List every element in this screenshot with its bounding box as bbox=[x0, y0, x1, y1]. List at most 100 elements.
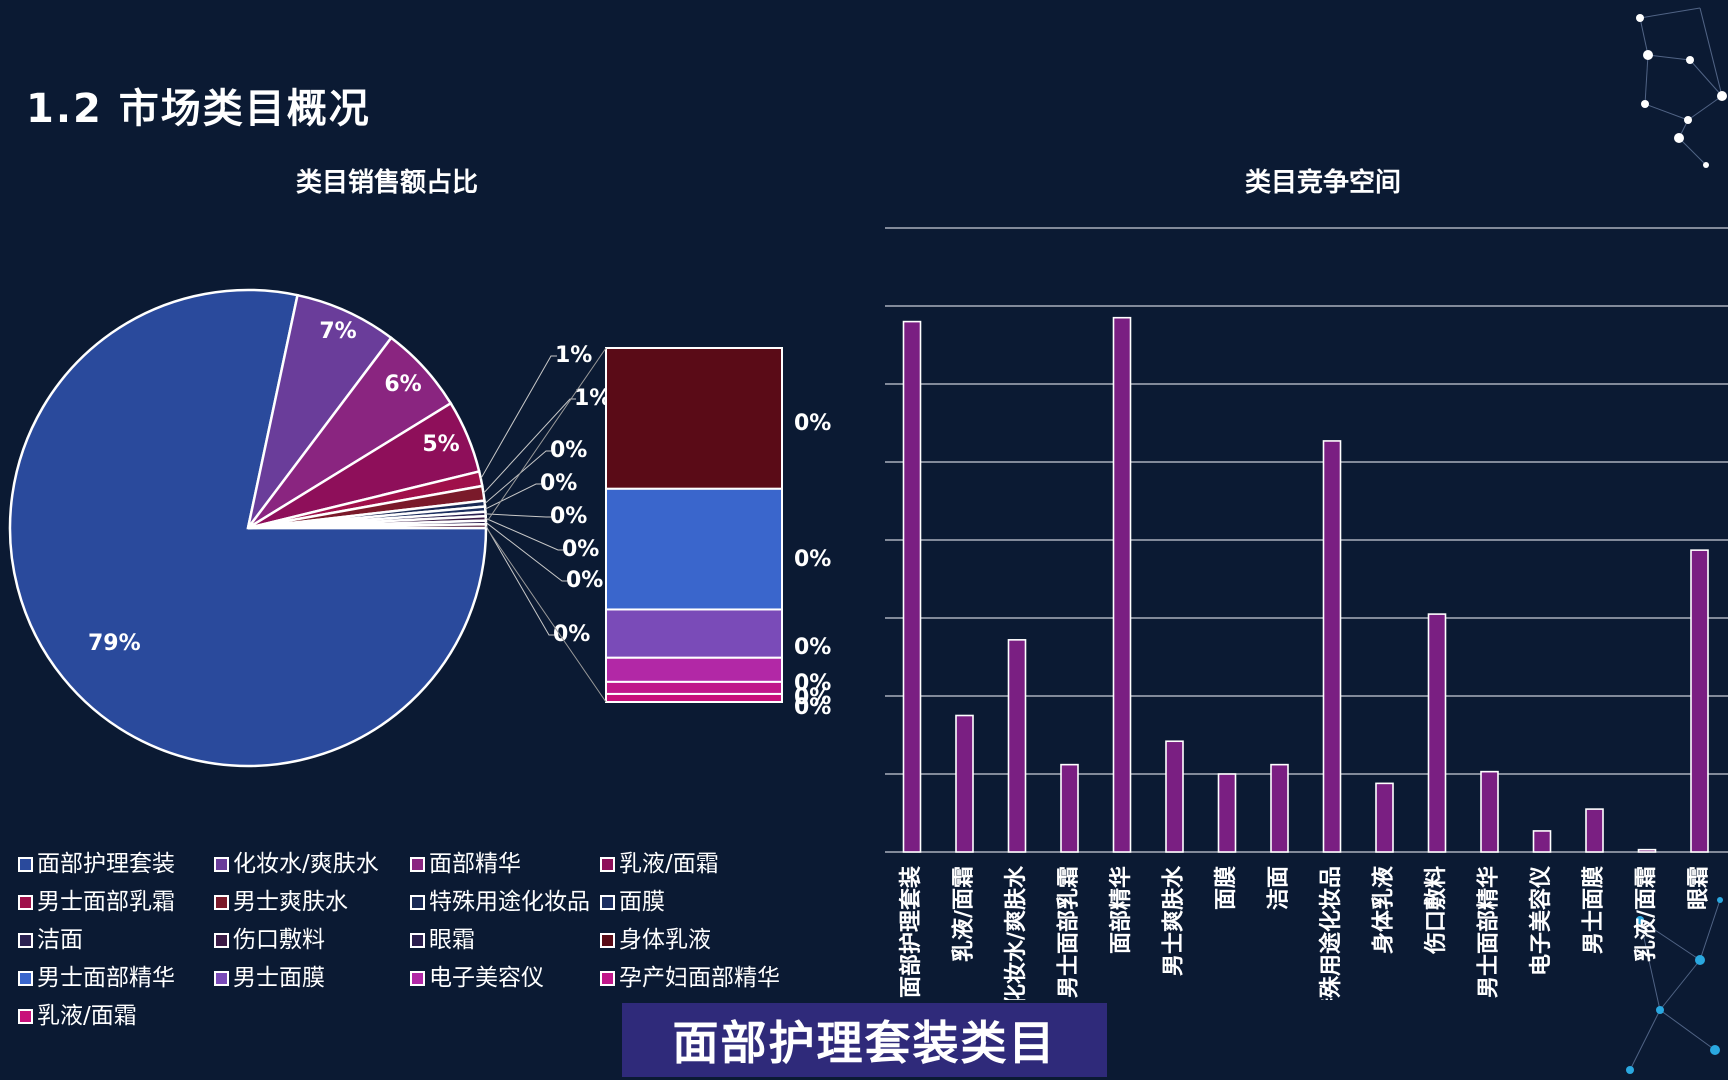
legend-entry: 电子美容仪 bbox=[410, 964, 600, 992]
legend-entry: 男士爽肤水 bbox=[214, 888, 410, 916]
pie-data-label: 0% bbox=[550, 504, 587, 529]
x-tick-label: 面膜 bbox=[1214, 866, 1239, 910]
legend-swatch bbox=[18, 932, 33, 948]
legend-entry: 化妆水/爽肤水 bbox=[214, 850, 410, 878]
legend-label: 男士面部精华 bbox=[37, 965, 175, 991]
stack-segment bbox=[605, 608, 783, 659]
pie-data-label: 79% bbox=[88, 631, 141, 656]
legend-entry: 眼霜 bbox=[410, 926, 600, 954]
bar-chart: 面部护理套装 乳液/面霜 化妆水/爽肤水 男士面部乳霜 面部精华 男士爽肤水 面膜 洁面 特殊用… bbox=[885, 227, 1728, 1000]
legend-swatch bbox=[214, 856, 229, 872]
legend-entry: 男士面膜 bbox=[214, 964, 410, 992]
legend-label: 男士面膜 bbox=[233, 965, 325, 991]
legend-label: 伤口敷料 bbox=[233, 927, 325, 953]
leader-line bbox=[485, 513, 552, 518]
x-tick-label: 乳液/面霜 bbox=[951, 866, 977, 962]
pie-data-label: 5% bbox=[422, 432, 459, 457]
pie-slice bbox=[246, 293, 393, 529]
stack-data-label: 0% bbox=[794, 671, 831, 696]
bar bbox=[1427, 613, 1447, 853]
legend-label: 孕产妇面部精华 bbox=[619, 965, 780, 991]
leader-line bbox=[485, 525, 555, 636]
leader-line bbox=[480, 355, 557, 479]
legend-swatch bbox=[410, 932, 425, 948]
pie-of-bar-chart: 79%7%6%5%1%1%0%0%0%0%0%0%0%0%0%0%0%0% bbox=[8, 288, 831, 768]
legend-label: 乳液/面霜 bbox=[619, 851, 719, 877]
stack-segment bbox=[605, 347, 783, 490]
x-tick-label: 化妆水/爽肤水 bbox=[1003, 865, 1029, 1000]
legend-label: 面膜 bbox=[619, 889, 665, 915]
subtitle-caption: 面部护理套装类目 bbox=[622, 1003, 1107, 1077]
x-tick-label: 面部护理套装 bbox=[898, 866, 924, 998]
legend-label: 乳液/面霜 bbox=[37, 1003, 137, 1029]
legend-swatch bbox=[18, 1008, 33, 1024]
x-tick-label: 面部精华 bbox=[1108, 866, 1134, 954]
legend-label: 化妆水/爽肤水 bbox=[233, 851, 379, 877]
x-tick-label: 特殊用途化妆品 bbox=[1318, 866, 1344, 1000]
legend-label: 特殊用途化妆品 bbox=[429, 889, 590, 915]
bar-chart-title: 类目竞争空间 bbox=[1245, 168, 1402, 198]
bar bbox=[1532, 830, 1552, 853]
pie-slice bbox=[247, 523, 488, 530]
slide-title: 1.2 市场类目概况 bbox=[26, 86, 371, 132]
legend-entry: 身体乳液 bbox=[600, 926, 798, 954]
x-tick-label: 乳液/面霜 bbox=[1633, 866, 1659, 962]
pie-data-label: 0% bbox=[550, 438, 587, 463]
legend-entry: 乳液/面霜 bbox=[600, 850, 798, 878]
pie-data-label: 6% bbox=[384, 372, 421, 397]
connector-line bbox=[487, 347, 607, 521]
leader-line bbox=[484, 450, 552, 504]
legend-entry: 洁面 bbox=[18, 926, 214, 954]
pie-slice bbox=[8, 288, 488, 768]
legend-entry: 面膜 bbox=[600, 888, 798, 916]
legend-swatch bbox=[18, 970, 33, 986]
x-tick-label: 男士面膜 bbox=[1582, 866, 1607, 954]
legend-entry: 孕产妇面部精华 bbox=[600, 964, 798, 992]
bar bbox=[1165, 740, 1184, 853]
pie-data-label: 1% bbox=[555, 343, 592, 368]
bar bbox=[1060, 763, 1079, 853]
x-tick-label: 伤口敷料 bbox=[1423, 866, 1449, 955]
legend-label: 眼霜 bbox=[429, 927, 475, 953]
stack-data-label: 0% bbox=[794, 635, 831, 660]
legend-swatch bbox=[600, 894, 615, 910]
legend-swatch bbox=[18, 856, 33, 872]
stack-data-label: 0% bbox=[794, 685, 831, 710]
leader-line bbox=[485, 522, 568, 582]
x-tick-label: 身体乳液 bbox=[1371, 866, 1397, 954]
bar bbox=[1217, 773, 1237, 853]
legend-label: 身体乳液 bbox=[619, 927, 711, 953]
legend-swatch bbox=[600, 932, 615, 948]
pie-chart-title: 类目销售额占比 bbox=[296, 168, 479, 198]
leader-line bbox=[485, 483, 542, 510]
bar bbox=[1112, 316, 1132, 853]
legend-entry: 特殊用途化妆品 bbox=[410, 888, 600, 916]
leader-line bbox=[483, 398, 576, 494]
legend-swatch bbox=[600, 856, 615, 872]
pie-data-label: 0% bbox=[566, 568, 603, 593]
legend-swatch bbox=[214, 894, 229, 910]
x-tick-label: 洁面 bbox=[1267, 866, 1292, 910]
pie-data-label: 7% bbox=[319, 319, 356, 344]
bar bbox=[1690, 549, 1709, 853]
x-tick-label: 男士爽肤水 bbox=[1162, 865, 1187, 976]
legend-label: 男士面部乳霜 bbox=[37, 889, 175, 915]
pie-legend: 面部护理套装 化妆水/爽肤水 面部精华 乳液/面霜 男士面部乳霜 男士爽肤水 特殊用途化妆品… bbox=[18, 850, 798, 1030]
bar bbox=[1270, 763, 1289, 853]
bar bbox=[1585, 808, 1604, 853]
x-tick-label: 电子美容仪 bbox=[1528, 865, 1554, 976]
legend-entry: 男士面部精华 bbox=[18, 964, 214, 992]
stack-data-label: 0% bbox=[794, 695, 831, 720]
legend-swatch bbox=[214, 970, 229, 986]
legend-entry: 伤口敷料 bbox=[214, 926, 410, 954]
legend-swatch bbox=[600, 970, 615, 986]
legend-entry: 面部护理套装 bbox=[18, 850, 214, 878]
bar bbox=[1480, 770, 1499, 853]
bar bbox=[902, 320, 922, 853]
legend-label: 洁面 bbox=[37, 927, 83, 953]
legend-entry: 乳液/面霜 bbox=[18, 1002, 214, 1030]
stack-data-label: 0% bbox=[794, 411, 831, 436]
x-tick-label: 男士面部乳霜 bbox=[1056, 866, 1082, 998]
legend-swatch bbox=[214, 932, 229, 948]
legend-swatch bbox=[410, 970, 425, 986]
